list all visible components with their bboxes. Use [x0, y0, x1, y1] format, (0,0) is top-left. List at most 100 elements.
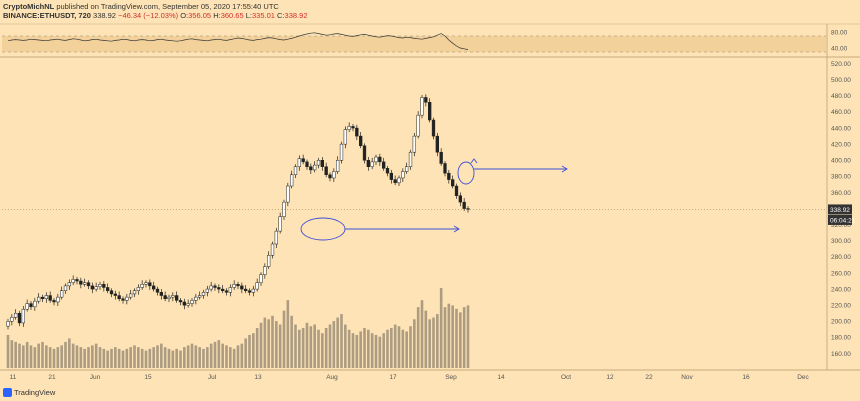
price-tick-label: 460.00	[831, 109, 851, 116]
price-tick-label: 260.00	[831, 270, 851, 277]
volume-bar	[56, 347, 60, 368]
price-tick-label: 420.00	[831, 141, 851, 148]
volume-bar	[71, 343, 75, 368]
volume-bar	[194, 345, 198, 368]
ohlc-close-value: 338.92	[284, 11, 308, 20]
candle	[301, 158, 305, 163]
volume-bar	[413, 319, 416, 368]
time-badge	[828, 214, 852, 225]
time-tick-label: 16	[742, 374, 750, 381]
candle	[405, 166, 409, 172]
volume-bar	[336, 317, 339, 368]
candle	[17, 312, 22, 324]
candle	[462, 201, 466, 209]
candle	[86, 282, 91, 287]
volume-bar	[252, 333, 255, 368]
candle	[401, 171, 405, 179]
volume-bar	[321, 333, 324, 368]
time-tick-label: 15	[144, 374, 152, 381]
volume-bar	[466, 305, 470, 368]
candle	[397, 177, 401, 184]
candle	[232, 284, 236, 288]
volume-bar	[351, 333, 355, 368]
candle	[79, 280, 83, 285]
candle	[37, 296, 41, 302]
candle	[435, 135, 439, 153]
volume-bar	[6, 334, 10, 368]
price-tick-label: 220.00	[831, 302, 851, 309]
volume-bar	[309, 326, 313, 368]
candle	[224, 290, 229, 293]
volume-bar	[156, 345, 159, 368]
volume-bar	[68, 338, 71, 368]
time-tick-label: Dec	[797, 374, 809, 381]
symbol-info: BINANCE:ETHUSDT, 720 338.92 −46.34 (−12.…	[3, 11, 308, 21]
time-tick-label: 13	[254, 374, 262, 381]
volume-bar	[129, 347, 132, 368]
candle	[278, 216, 282, 232]
volume-bar	[424, 310, 428, 368]
rsi-tick-label: 80.00	[831, 29, 848, 36]
candle	[121, 298, 125, 301]
candles	[6, 94, 470, 330]
volume-bar	[382, 333, 385, 368]
time-tick-label: Nov	[681, 374, 693, 381]
candle	[263, 266, 267, 275]
volume-bar	[133, 345, 136, 368]
volume-bar	[278, 324, 282, 368]
candle	[343, 129, 347, 145]
candle	[132, 290, 137, 295]
candle	[290, 174, 294, 187]
volume-bar	[125, 348, 129, 368]
candle	[44, 295, 48, 300]
volume-bar	[363, 328, 366, 368]
volume-bar	[209, 343, 213, 368]
time-tick-label: Sep	[445, 374, 457, 381]
volume-bar	[148, 348, 152, 368]
candle	[71, 279, 75, 283]
volume-bar	[175, 348, 178, 368]
candle	[443, 163, 447, 174]
volume-bar	[94, 343, 98, 368]
volume-bar	[206, 347, 209, 368]
ohlc-close-label: C:	[277, 11, 285, 20]
published-text: published on TradingView.com, September …	[56, 2, 279, 11]
price-tick-label: 200.00	[831, 319, 851, 326]
volume-bar	[294, 324, 297, 368]
volume-bar	[225, 345, 228, 368]
publisher-name[interactable]: CryptoMichNL	[3, 2, 55, 11]
volume-bar	[45, 345, 48, 368]
volume-bar	[359, 331, 362, 368]
candle	[408, 151, 413, 167]
retest-arrow-head	[561, 165, 568, 173]
volume-bar	[33, 347, 37, 368]
candle	[83, 282, 87, 285]
symbol-label[interactable]: BINANCE:ETHUSDT, 720	[3, 11, 91, 20]
volume-bar	[386, 329, 389, 368]
volume-bar	[87, 347, 90, 368]
candle	[48, 295, 52, 301]
volume-bar	[428, 319, 431, 368]
volume-bar	[121, 350, 125, 368]
price-tick-label: 320.00	[831, 222, 851, 229]
volume-bar	[217, 340, 221, 368]
candle	[63, 285, 68, 291]
price-change: −46.34 (−12.03%)	[118, 11, 179, 20]
time-badge-text: 06:04:21	[830, 217, 856, 224]
candle	[359, 135, 363, 147]
volume-bar	[370, 333, 374, 368]
volume-bar	[37, 343, 40, 368]
ohlc-low-label: L:	[245, 11, 252, 20]
candle	[94, 286, 98, 290]
candle	[447, 172, 451, 180]
volume-bar	[455, 308, 458, 368]
footer-brand[interactable]: TradingView	[14, 388, 56, 397]
time-tick-label: Jun	[90, 374, 101, 381]
candle	[113, 293, 117, 296]
candle	[328, 174, 332, 179]
candle	[378, 156, 382, 163]
candle	[152, 285, 156, 290]
candle	[293, 166, 298, 176]
volume-bar	[416, 307, 420, 368]
